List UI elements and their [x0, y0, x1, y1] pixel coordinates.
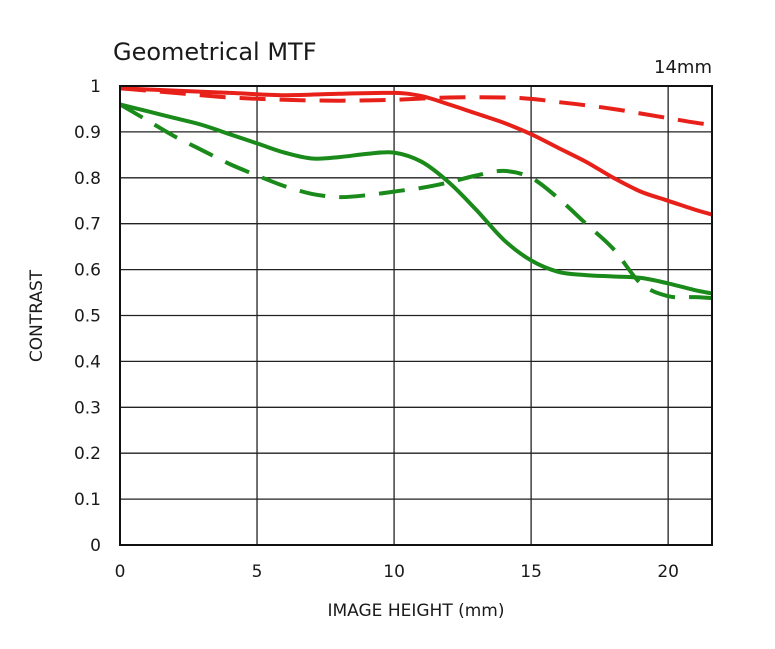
series-line-solid-0 — [119, 86, 713, 217]
y-axis-label: CONTRAST — [27, 269, 47, 362]
series-line-solid-2 — [119, 102, 713, 296]
y-tick-label: 0.9 — [74, 123, 101, 143]
series-line-dashed-1 — [119, 86, 713, 127]
x-tick-label: 15 — [520, 562, 542, 582]
x-tick-labels: 0 5 10 15 20 — [115, 562, 679, 582]
y-tick-label: 0.4 — [74, 352, 101, 372]
y-tick-label: 0.7 — [74, 215, 101, 235]
y-tick-label: 0.3 — [74, 398, 101, 418]
y-tick-label: 0 — [90, 536, 101, 556]
y-tick-label: 0.2 — [74, 444, 101, 464]
y-tick-label: 1 — [90, 77, 101, 97]
chart-title: Geometrical MTF — [113, 38, 317, 66]
x-tick-label: 0 — [115, 562, 126, 582]
focal-length-label: 14mm — [654, 57, 712, 78]
x-tick-label: 10 — [383, 562, 405, 582]
y-tick-labels: 0 0.1 0.2 0.3 0.4 0.5 0.6 0.7 0.8 0.9 1 — [74, 77, 101, 556]
y-tick-label: 0.8 — [74, 169, 101, 189]
y-tick-label: 0.1 — [74, 490, 101, 510]
y-tick-label: 0.6 — [74, 261, 101, 281]
x-axis-label: IMAGE HEIGHT (mm) — [328, 601, 505, 621]
plot-frame — [119, 85, 713, 546]
series-line-dashed-3 — [119, 102, 713, 301]
x-tick-label: 20 — [657, 562, 679, 582]
series-layer — [119, 86, 713, 301]
x-tick-label: 5 — [252, 562, 263, 582]
y-tick-label: 0.5 — [74, 307, 101, 327]
